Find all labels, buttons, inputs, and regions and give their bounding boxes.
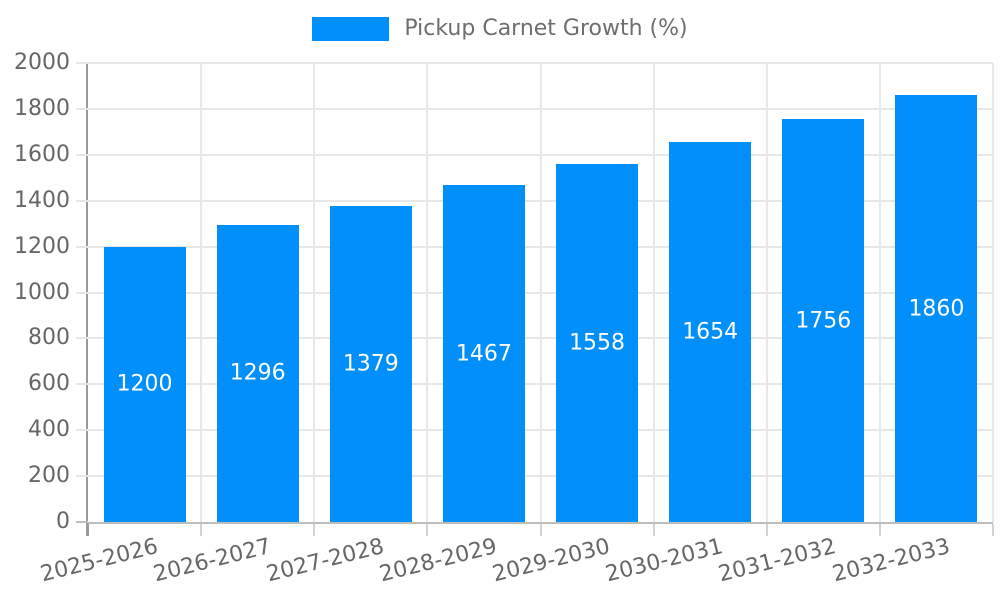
x-axis-tick xyxy=(878,524,881,536)
bar[interactable]: 1558 xyxy=(556,164,639,522)
y-axis-tick-label: 0 xyxy=(56,509,70,534)
x-axis-category-label: 2032-2033 xyxy=(829,534,953,588)
vertical-gridline xyxy=(878,63,881,522)
x-axis-category-label: 2030-2031 xyxy=(603,534,726,588)
y-axis-tick xyxy=(76,383,88,386)
bar[interactable]: 1200 xyxy=(103,246,186,522)
x-axis-tick xyxy=(992,524,994,536)
vertical-gridline xyxy=(765,63,768,522)
y-axis-tick-label: 1200 xyxy=(14,233,70,259)
y-axis-tick xyxy=(76,62,88,64)
y-axis-tick-label: 1600 xyxy=(14,141,70,167)
y-axis-tick-label: 1000 xyxy=(14,279,70,305)
y-axis-tick xyxy=(76,337,88,340)
x-axis-line xyxy=(88,522,993,524)
y-axis-tick xyxy=(76,291,88,294)
bar-value-label: 1756 xyxy=(795,308,852,333)
vertical-gridline xyxy=(426,63,429,522)
y-axis-tick xyxy=(76,107,88,110)
y-axis-tick-label: 400 xyxy=(28,417,70,443)
x-axis-category-label: 2028-2029 xyxy=(377,534,500,588)
y-axis-line xyxy=(86,63,88,536)
y-axis-tick-label: 800 xyxy=(28,325,70,351)
x-axis-tick xyxy=(426,524,429,536)
x-axis-category-label: 2025-2026 xyxy=(37,534,161,588)
bar-value-label: 1860 xyxy=(908,296,965,322)
vertical-gridline xyxy=(539,63,542,522)
x-axis-category-label: 2029-2030 xyxy=(490,534,613,588)
legend-label: Pickup Carnet Growth (%) xyxy=(404,16,688,41)
vertical-gridline xyxy=(313,63,316,522)
bar-value-label: 1296 xyxy=(229,360,286,386)
y-axis-tick xyxy=(76,153,88,156)
bar[interactable]: 1860 xyxy=(895,95,978,522)
bar[interactable]: 1467 xyxy=(442,185,525,522)
bar[interactable]: 1756 xyxy=(782,119,865,522)
x-axis-tick xyxy=(652,524,655,536)
bar[interactable]: 1296 xyxy=(216,224,299,522)
y-axis-tick xyxy=(76,429,88,432)
x-axis-tick xyxy=(200,524,203,536)
x-axis-category-label: 2027-2028 xyxy=(263,534,387,588)
plot-area: 1200 1296 1379 1467 1558 1654 1756 1860 xyxy=(88,62,994,522)
y-axis-tick-label: 600 xyxy=(28,371,70,397)
x-axis-category-label: 2031-2032 xyxy=(716,534,839,588)
bar-value-label: 1467 xyxy=(455,341,512,367)
x-axis-tick xyxy=(539,524,542,536)
y-axis-tick-label: 2000 xyxy=(14,50,70,75)
x-axis-tick xyxy=(313,524,316,536)
bar-value-label: 1379 xyxy=(342,351,399,377)
vertical-gridline xyxy=(652,63,655,522)
bar[interactable]: 1654 xyxy=(669,142,752,522)
y-axis-tick-label: 1800 xyxy=(14,95,70,121)
y-axis-tick xyxy=(76,245,88,248)
vertical-gridline xyxy=(200,63,203,522)
x-axis-tick xyxy=(765,524,768,536)
legend-marker-swatch xyxy=(312,17,390,41)
y-axis-tick xyxy=(76,475,88,478)
y-axis-tick-label: 200 xyxy=(28,463,70,489)
y-axis-tick xyxy=(76,521,88,523)
bar-value-label: 1200 xyxy=(116,371,173,397)
bar-value-label: 1558 xyxy=(569,330,626,356)
bar-value-label: 1654 xyxy=(682,319,739,345)
x-axis-tick xyxy=(87,524,89,536)
legend-item[interactable]: Pickup Carnet Growth (%) xyxy=(312,16,688,42)
vertical-gridline xyxy=(992,63,994,522)
legend: Pickup Carnet Growth (%) xyxy=(0,14,1000,44)
x-axis-category-label: 2026-2027 xyxy=(150,534,274,588)
y-axis-tick xyxy=(76,199,88,202)
y-axis-tick-label: 1400 xyxy=(14,187,70,213)
bar[interactable]: 1379 xyxy=(329,205,412,522)
